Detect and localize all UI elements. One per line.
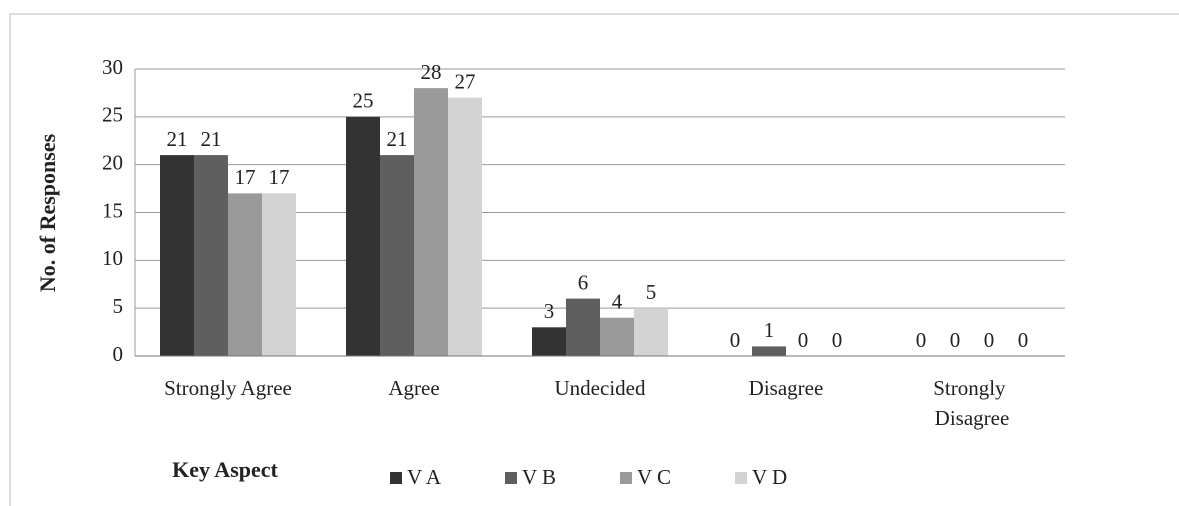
bar	[414, 88, 448, 356]
x-tick-label: Strongly Disagree	[933, 376, 1011, 430]
bar	[262, 193, 296, 356]
data-label: 0	[798, 328, 809, 352]
bar	[634, 308, 668, 356]
y-axis-label: No. of Responses	[35, 133, 60, 292]
data-label: 28	[421, 60, 442, 84]
data-label: 5	[646, 280, 657, 304]
data-label: 4	[612, 290, 623, 314]
legend-swatch	[620, 472, 632, 484]
bar	[532, 327, 566, 356]
data-label: 17	[269, 165, 290, 189]
y-tick-label: 30	[102, 55, 123, 79]
x-tick-label: Disagree	[749, 376, 824, 400]
legend-label: V A	[407, 465, 442, 489]
data-label: 21	[387, 127, 408, 151]
data-label: 3	[544, 299, 555, 323]
data-label: 0	[984, 328, 995, 352]
legend-swatch	[505, 472, 517, 484]
data-label: 21	[201, 127, 222, 151]
y-tick-label: 10	[102, 246, 123, 270]
data-label: 6	[578, 270, 589, 294]
data-label: 0	[916, 328, 927, 352]
data-label: 0	[950, 328, 961, 352]
frame	[9, 13, 1179, 506]
data-label: 0	[832, 328, 843, 352]
bar	[346, 116, 380, 356]
x-tick-label: Strongly Agree	[164, 376, 292, 400]
x-axis-label: Key Aspect	[172, 457, 278, 482]
data-label: 21	[167, 127, 188, 151]
bar	[752, 346, 786, 356]
bar	[448, 97, 482, 356]
bar	[160, 155, 194, 356]
data-label: 27	[455, 70, 476, 94]
y-tick-label: 20	[102, 150, 123, 174]
legend-label: V C	[637, 465, 671, 489]
legend-label: V D	[752, 465, 787, 489]
x-tick-label: Agree	[388, 376, 439, 400]
y-tick-label: 5	[113, 294, 124, 318]
data-label: 0	[1018, 328, 1029, 352]
y-tick-label: 25	[102, 103, 123, 127]
legend-label: V B	[522, 465, 556, 489]
y-tick-label: 15	[102, 198, 123, 222]
bar	[600, 317, 634, 356]
data-label: 25	[353, 89, 374, 113]
y-tick-label: 0	[113, 342, 124, 366]
bar	[566, 298, 600, 356]
data-label: 17	[235, 165, 256, 189]
data-label: 0	[730, 328, 741, 352]
bar	[194, 155, 228, 356]
legend-swatch	[735, 472, 747, 484]
bar	[228, 193, 262, 356]
data-label: 1	[764, 318, 775, 342]
bar	[380, 155, 414, 356]
x-tick-label: Undecided	[555, 376, 646, 400]
legend-swatch	[390, 472, 402, 484]
